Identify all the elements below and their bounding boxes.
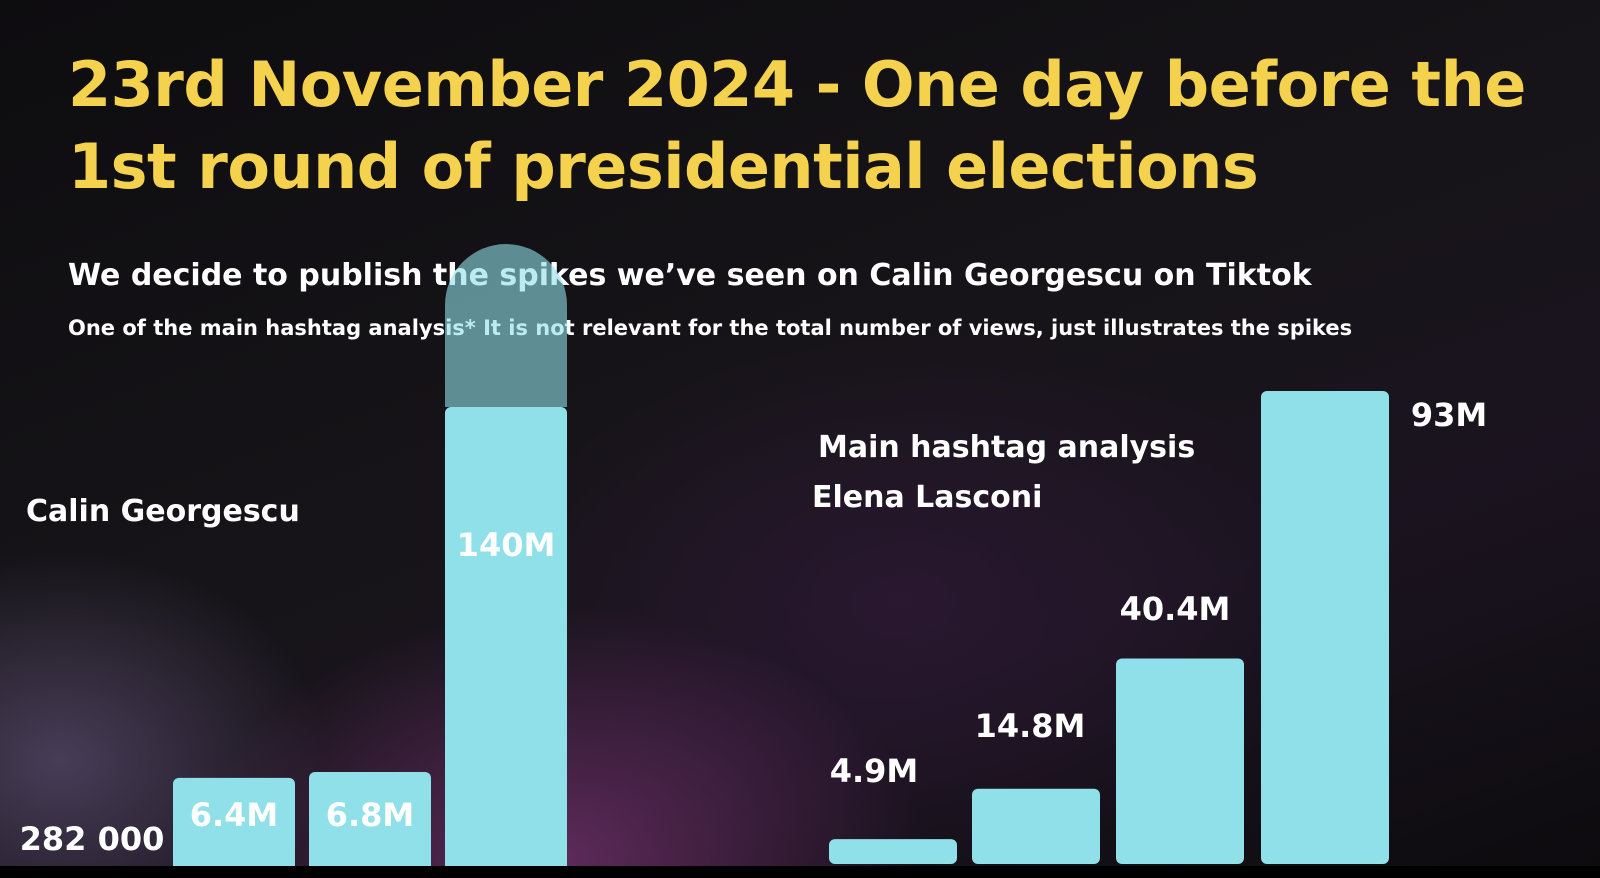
- bottom-edge: [0, 866, 1600, 878]
- lasconi-chart-subtitle: Elena Lasconi: [812, 480, 1043, 515]
- lasconi-chart-title: Main hashtag analysis: [818, 430, 1196, 465]
- bar-lasconi-0: [829, 839, 957, 864]
- data-label-georgescu-3: 140M: [457, 526, 556, 564]
- subtitle: We decide to publish the spikes we’ve se…: [68, 258, 1312, 293]
- data-label-lasconi-0: 4.9M: [830, 752, 919, 790]
- bar-lasconi-1: [972, 788, 1100, 864]
- data-label-lasconi-1: 14.8M: [975, 707, 1086, 745]
- data-label-lasconi-2: 40.4M: [1120, 590, 1231, 628]
- bar-lasconi-3: [1261, 391, 1389, 864]
- data-label-georgescu-2: 6.8M: [326, 796, 415, 834]
- bar-overflow-cap: [445, 244, 567, 407]
- page-title: 23rd November 2024 - One day before the …: [68, 48, 1526, 203]
- bar-georgescu-3: [445, 407, 567, 872]
- data-label-georgescu-0: 282 000: [20, 820, 165, 858]
- bar-georgescu-1: [173, 777, 295, 872]
- note: One of the main hashtag analysis* It is …: [68, 316, 1353, 340]
- data-label-lasconi-3: 93M: [1411, 396, 1487, 434]
- georgescu-chart-title: Calin Georgescu: [26, 494, 300, 529]
- bar-lasconi-2: [1116, 658, 1244, 864]
- bar-georgescu-2: [309, 772, 431, 872]
- data-label-georgescu-1: 6.4M: [190, 796, 279, 834]
